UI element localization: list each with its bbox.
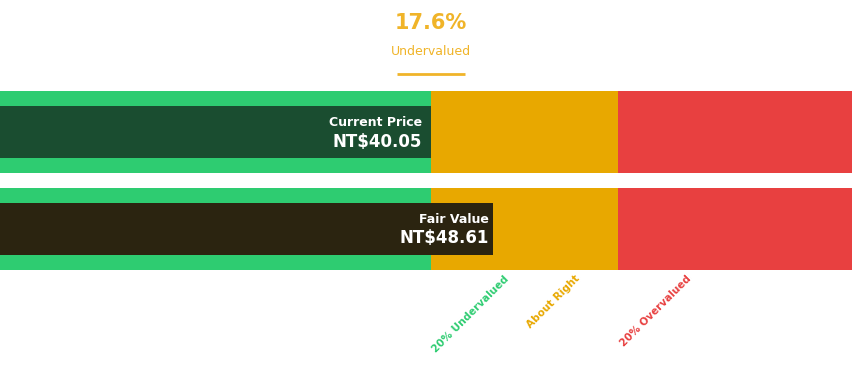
Bar	[618, 91, 852, 106]
Text: NT$48.61: NT$48.61	[399, 230, 488, 247]
Text: NT$40.05: NT$40.05	[332, 133, 422, 150]
Text: About Right: About Right	[524, 274, 581, 330]
Text: Current Price: Current Price	[329, 116, 422, 129]
Bar	[0, 91, 430, 106]
Bar	[430, 188, 618, 203]
Bar	[430, 106, 618, 158]
Bar	[0, 106, 430, 158]
Bar	[430, 91, 618, 106]
Bar	[618, 255, 852, 270]
Text: 17.6%: 17.6%	[394, 13, 466, 33]
Bar	[0, 255, 430, 270]
Bar	[0, 106, 430, 158]
Bar	[430, 158, 618, 173]
Bar	[618, 188, 852, 203]
Bar	[618, 158, 852, 173]
Bar	[0, 203, 492, 255]
Bar	[618, 106, 852, 158]
Text: 20% Overvalued: 20% Overvalued	[618, 274, 693, 348]
Bar	[430, 255, 618, 270]
Text: Undervalued: Undervalued	[390, 45, 470, 58]
Bar	[0, 158, 430, 173]
Text: 20% Undervalued: 20% Undervalued	[430, 274, 510, 354]
Bar	[0, 188, 430, 203]
Bar	[618, 203, 852, 255]
Bar	[0, 203, 430, 255]
Text: Fair Value: Fair Value	[418, 213, 488, 226]
Bar	[430, 203, 618, 255]
